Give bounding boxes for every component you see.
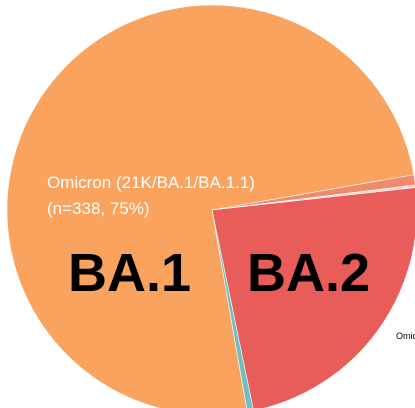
pie-slice (211, 209, 254, 408)
slice-label: BA.1 (68, 243, 191, 303)
annotation: Omic (396, 331, 415, 341)
pie-slice (211, 184, 415, 211)
pie-slice (211, 187, 415, 408)
slice-label: BA.2 (247, 243, 370, 303)
pie-slice (6, 4, 415, 408)
annotation: (n=338, 75%) (47, 199, 150, 218)
annotation: Omicron (21K/BA.1/BA.1.1) (47, 173, 255, 192)
slices (6, 4, 415, 408)
